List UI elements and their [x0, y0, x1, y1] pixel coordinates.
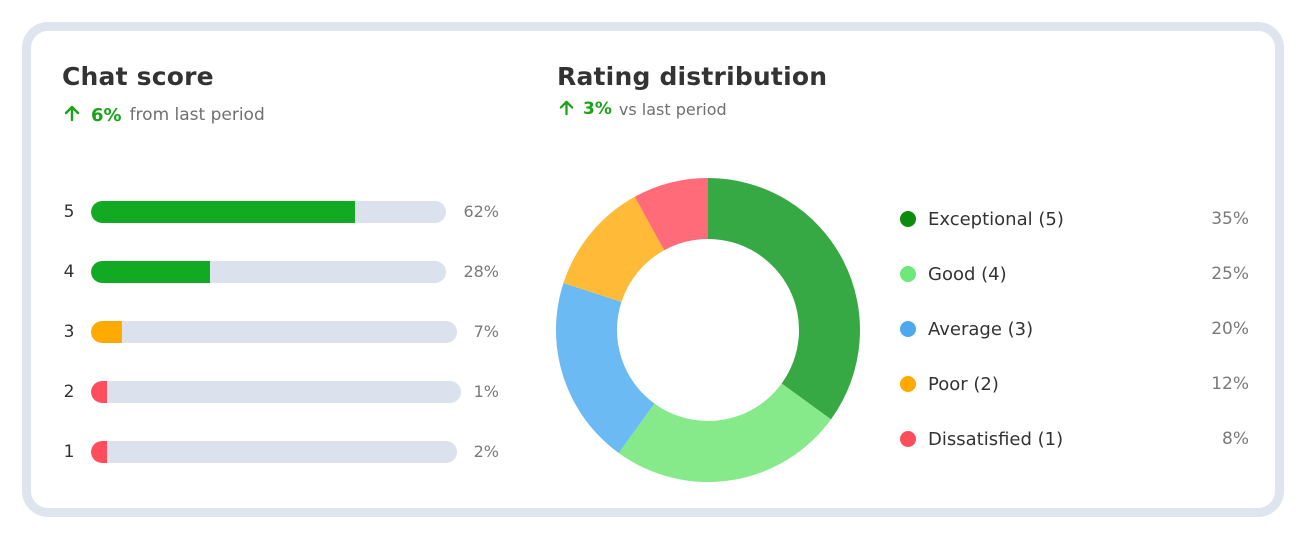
bar-track: [91, 261, 446, 283]
legend-value: 8%: [1222, 429, 1249, 449]
legend-item: Dissatisfied (1) 8%: [900, 426, 1250, 452]
bar-value-label: 2%: [473, 442, 499, 461]
donut-slice: [618, 383, 831, 482]
donut-slice: [563, 196, 665, 302]
rating-distribution-trend: 3% vs last period: [558, 98, 727, 120]
bar: [91, 261, 210, 283]
legend-dot-icon: [900, 266, 916, 282]
legend-dot-icon: [900, 431, 916, 447]
bar-track: [91, 201, 446, 223]
chat-score-trend: 6% from last period: [63, 103, 265, 127]
legend-item: Good (4) 25%: [900, 261, 1250, 287]
bar: [91, 201, 355, 223]
legend-value: 35%: [1211, 209, 1249, 229]
bar-track: [91, 441, 457, 463]
bar: [91, 381, 107, 403]
bar-category-label: 2: [63, 382, 75, 402]
legend-label: Good (4): [928, 263, 1007, 285]
legend-dot-icon: [900, 376, 916, 392]
bar-category-label: 5: [63, 202, 75, 222]
legend-value: 20%: [1211, 319, 1249, 339]
bar-value-label: 28%: [463, 262, 499, 281]
rating-distribution-trend-text: vs last period: [618, 99, 727, 119]
bar-category-label: 4: [63, 262, 75, 282]
rating-donut-chart: [556, 178, 860, 482]
bar-category-label: 1: [63, 442, 75, 462]
legend-label: Dissatisfied (1): [928, 428, 1064, 450]
legend-item: Exceptional (5) 35%: [900, 206, 1250, 232]
bar-track: [91, 321, 457, 343]
legend-item: Poor (2) 12%: [900, 371, 1250, 397]
legend-label: Poor (2): [928, 373, 999, 395]
donut-slice: [556, 283, 655, 453]
arrow-up-icon: [558, 99, 575, 120]
rating-distribution-trend-value: 3%: [583, 99, 612, 119]
bar-value-label: 62%: [463, 202, 499, 221]
chat-score-title: Chat score: [62, 62, 214, 91]
legend-dot-icon: [900, 321, 916, 337]
bar-category-label: 3: [63, 322, 75, 342]
donut-slice: [708, 178, 860, 420]
chat-score-trend-value: 6%: [91, 104, 122, 126]
bar: [91, 441, 107, 463]
chat-score-trend-text: from last period: [129, 105, 265, 125]
legend-label: Average (3): [928, 318, 1034, 340]
legend-value: 25%: [1211, 264, 1249, 284]
bar: [91, 321, 122, 343]
arrow-up-icon: [63, 104, 81, 126]
legend-value: 12%: [1211, 374, 1249, 394]
legend-dot-icon: [900, 211, 916, 227]
legend-item: Average (3) 20%: [900, 316, 1250, 342]
donut-slice: [634, 178, 708, 251]
rating-distribution-title: Rating distribution: [557, 62, 828, 91]
bar-value-label: 7%: [473, 322, 499, 341]
bar-value-label: 1%: [473, 382, 499, 401]
legend-label: Exceptional (5): [928, 208, 1064, 230]
bar-track: [91, 381, 461, 403]
